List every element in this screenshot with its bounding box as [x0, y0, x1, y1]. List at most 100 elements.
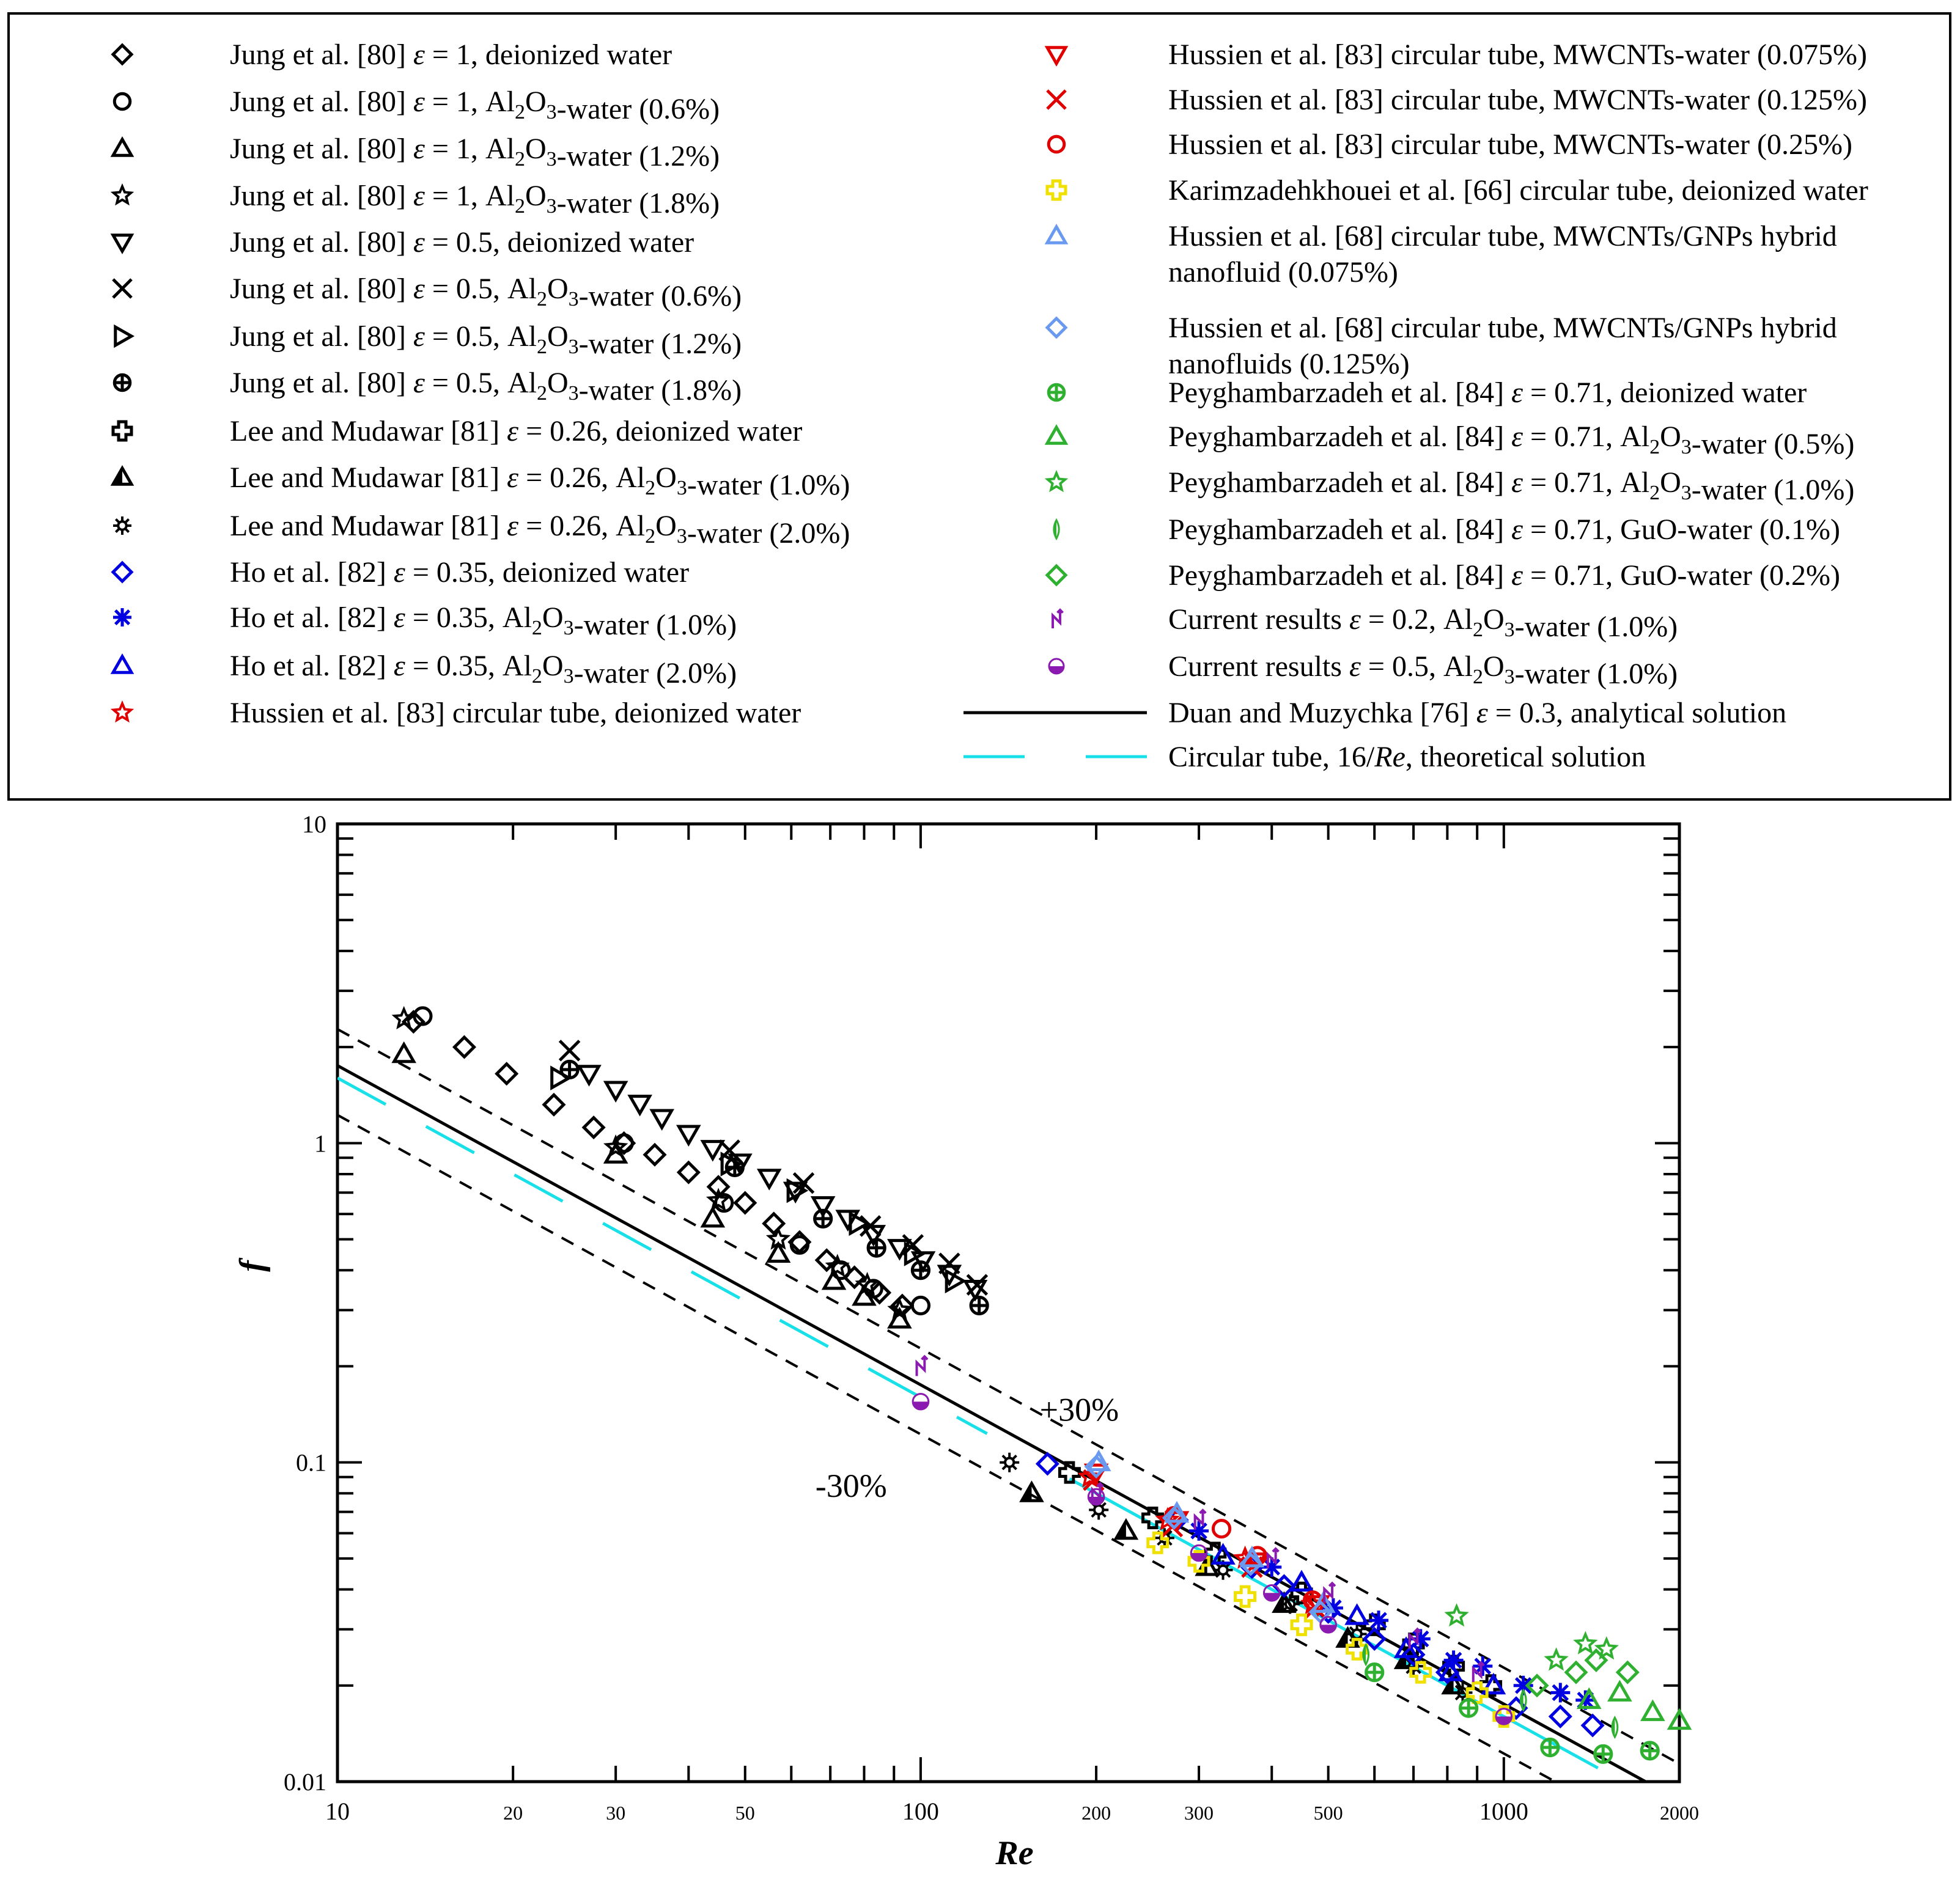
data-point-lee-and-mudawar-81-0-26-deionized-water-0	[1058, 1461, 1081, 1484]
x-axis-label: Re	[995, 1834, 1033, 1870]
legend-marker-left-4	[110, 183, 134, 206]
series-peyghambarzadeh-et-al-84-0-71-guo-water-0-2	[1525, 1648, 1640, 1698]
data-point-current-results-0-5-al-o-water-1-0-3	[1262, 1584, 1281, 1602]
data-point-peyghambarzadeh-et-al-84-0-71-deionized-water-3	[1593, 1744, 1613, 1764]
data-point-jung-et-al-80-1-al-o-water-1-8-0	[391, 1005, 416, 1030]
data-point-peyghambarzadeh-et-al-84-0-71-guo-water-0-1-2	[1611, 1715, 1619, 1739]
legend-marker-left-9	[111, 420, 133, 442]
series-peyghambarzadeh-et-al-84-0-71-guo-water-0-1	[1362, 1643, 1619, 1739]
data-point-lee-and-mudawar-81-0-26-al-o-water-1-0-5	[1393, 1647, 1419, 1669]
data-point-jung-et-al-80-1-deionized-water-10	[762, 1211, 786, 1236]
data-point-ho-et-al-82-0-35-deionized-water-3	[1272, 1574, 1296, 1598]
data-point-jung-et-al-80-1-al-o-water-1-2-3	[765, 1241, 791, 1263]
legend-label-right-6: Hussien et al. [68] circular tube, MWCNT…	[1168, 312, 1837, 344]
legend-label-left-14: Ho et al. [82] ε = 0.35, Al2O3-water (2.…	[230, 650, 737, 689]
data-point-hussien-et-al-68-circular-tube-mwcnts-gnps-hybrid-nanofluid-0-075-1	[1164, 1500, 1190, 1523]
legend-marker-right-13	[1048, 658, 1065, 675]
data-point-peyghambarzadeh-et-al-84-0-71-al-o-water-1-0-0	[1444, 1603, 1469, 1627]
legend-marker-right-2	[1046, 89, 1067, 110]
data-point-jung-et-al-80-0-5-al-o-water-1-2-4	[904, 1241, 926, 1266]
data-point-karimzadehkhouei-et-al-66-circular-tube-deionized-water-3	[1290, 1613, 1313, 1636]
y-axis-label: f	[233, 1257, 271, 1272]
data-point-peyghambarzadeh-et-al-84-0-71-guo-water-0-2-2	[1584, 1648, 1608, 1672]
series-ho-et-al-82-0-35-al-o-water-2-0	[1210, 1543, 1506, 1695]
legend-label-left-1: Jung et al. [80] ε = 1, deionized water	[230, 39, 672, 71]
data-point-jung-et-al-80-0-5-al-o-water-0-6-0	[558, 1040, 581, 1062]
data-point-current-results-0-5-al-o-water-1-0-4	[1319, 1616, 1337, 1634]
x-tick-label: 2000	[1660, 1802, 1699, 1824]
series-current-results-0-5-al-o-water-1-0	[912, 1392, 1513, 1725]
legend-label-right-2: Hussien et al. [83] circular tube, MWCNT…	[1168, 84, 1867, 116]
x-tick-label: 30	[606, 1802, 625, 1824]
data-point-jung-et-al-80-0-5-al-o-water-0-6-2	[792, 1172, 815, 1194]
data-point-hussien-et-al-83-circular-tube-deionized-water-1	[1155, 1507, 1180, 1531]
data-point-ho-et-al-82-0-35-al-o-water-1-0-6	[1473, 1656, 1493, 1677]
data-point-jung-et-al-80-1-al-o-water-1-2-4	[821, 1268, 847, 1290]
x-tick-label: 100	[902, 1798, 939, 1825]
legend-label-right-13: Current results ε = 0.5, Al2O3-water (1.…	[1168, 650, 1678, 690]
data-point-lee-and-mudawar-81-0-26-al-o-water-2-0-0	[1000, 1452, 1020, 1472]
series-jung-et-al-80-0-5-al-o-water-0-6	[558, 1040, 989, 1296]
legend-marker-right-7	[1047, 383, 1066, 402]
legend-label-left-12: Ho et al. [82] ε = 0.35, deionized water	[230, 556, 689, 589]
data-point-peyghambarzadeh-et-al-84-0-71-al-o-water-0-5-2	[1640, 1699, 1665, 1721]
data-point-lee-and-mudawar-81-0-26-al-o-water-1-0-1	[1113, 1518, 1139, 1540]
legend-label-left-8: Jung et al. [80] ε = 0.5, Al2O3-water (1…	[230, 367, 742, 406]
legend-label-left-10: Lee and Mudawar [81] ε = 0.26, Al2O3-wat…	[230, 461, 850, 501]
data-point-ho-et-al-82-0-35-al-o-water-1-0-7	[1513, 1675, 1533, 1695]
series-jung-et-al-80-1-al-o-water-0-6	[413, 1006, 931, 1316]
data-point-jung-et-al-80-1-al-o-water-1-8-4	[825, 1254, 850, 1277]
legend-marker-right-5	[1044, 223, 1069, 244]
y-tick-label: 1	[314, 1130, 326, 1157]
x-tick-label: 500	[1314, 1802, 1343, 1824]
data-point-jung-et-al-80-1-deionized-water-4	[581, 1115, 606, 1140]
data-point-peyghambarzadeh-et-al-84-0-71-deionized-water-4	[1640, 1741, 1660, 1761]
data-point-jung-et-al-80-1-al-o-water-1-8-1	[603, 1134, 628, 1158]
data-point-lee-and-mudawar-81-0-26-al-o-water-2-0-3	[1213, 1560, 1233, 1580]
data-point-peyghambarzadeh-et-al-84-0-71-guo-water-0-1-0	[1362, 1643, 1370, 1667]
legend-label-left-9: Lee and Mudawar [81] ε = 0.26, deionized…	[230, 415, 802, 447]
data-point-jung-et-al-80-0-5-al-o-water-1-8-0	[559, 1059, 580, 1080]
axis-ticks	[336, 824, 1681, 1783]
data-point-karimzadehkhouei-et-al-66-circular-tube-deionized-water-2	[1234, 1585, 1257, 1608]
fit-line-circular-tube-16-re-theoretical-solution	[337, 1076, 988, 1435]
data-point-ho-et-al-82-0-35-al-o-water-1-0-8	[1550, 1683, 1571, 1703]
data-point-jung-et-al-80-1-al-o-water-1-2-2	[700, 1205, 726, 1228]
data-point-ho-et-al-82-0-35-deionized-water-10	[1580, 1713, 1605, 1738]
data-point-ho-et-al-82-0-35-al-o-water-1-0-2	[1323, 1598, 1343, 1618]
legend-label-right-7: Peyghambarzadeh et al. [84] ε = 0.71, de…	[1168, 377, 1807, 409]
legend-marker-left-7	[114, 324, 135, 348]
legend-marker-left-5	[110, 233, 134, 255]
data-point-jung-et-al-80-1-deionized-water-0	[401, 1010, 426, 1034]
data-point-ho-et-al-82-0-35-deionized-water-0	[1035, 1452, 1059, 1476]
data-point-karimzadehkhouei-et-al-66-circular-tube-deionized-water-4	[1346, 1637, 1369, 1661]
data-point-jung-et-al-80-1-al-o-water-0-6-3	[789, 1235, 809, 1255]
data-point-jung-et-al-80-0-5-deionized-water-2	[627, 1095, 652, 1117]
legend-marker-left-10	[110, 465, 134, 486]
data-point-lee-and-mudawar-81-0-26-al-o-water-2-0-4	[1280, 1594, 1300, 1614]
legend-label-right-14: Duan and Muzychka [76] ε = 0.3, analytic…	[1168, 697, 1786, 729]
data-point-current-results-0-2-al-o-water-1-0-4	[1323, 1581, 1336, 1603]
data-point-jung-et-al-80-1-deionized-water-6	[643, 1142, 667, 1167]
data-point-peyghambarzadeh-et-al-84-0-71-deionized-water-1	[1459, 1698, 1479, 1718]
legend-marker-left-15	[110, 700, 134, 723]
legend-label-right-5: Hussien et al. [68] circular tube, MWCNT…	[1168, 220, 1837, 252]
data-point-jung-et-al-80-0-5-al-o-water-1-8-4	[910, 1260, 931, 1280]
series-jung-et-al-80-0-5-al-o-water-1-8	[559, 1059, 989, 1316]
data-point-peyghambarzadeh-et-al-84-0-71-guo-water-0-2-3	[1615, 1660, 1640, 1684]
legend-box: Jung et al. [80] ε = 1, deionized water J…	[7, 12, 1951, 801]
data-point-jung-et-al-80-1-al-o-water-0-6-6	[910, 1295, 931, 1316]
legend-label-right-3: Hussien et al. [83] circular tube, MWCNT…	[1168, 128, 1852, 161]
series-current-results-0-2-al-o-water-1-0	[915, 1354, 1485, 1683]
data-point-jung-et-al-80-0-5-al-o-water-0-6-5	[938, 1252, 960, 1274]
data-point-jung-et-al-80-0-5-deionized-water-4	[676, 1125, 701, 1147]
data-point-hussien-et-al-68-circular-tube-mwcnts-gnps-hybrid-nanofluids-0-125-0	[1084, 1455, 1108, 1479]
legend-label-left-6: Jung et al. [80] ε = 0.5, Al2O3-water (0…	[230, 273, 742, 312]
x-tick-label: 20	[503, 1802, 523, 1824]
data-point-jung-et-al-80-1-deionized-water-7	[676, 1160, 701, 1185]
legend-marker-left-14	[110, 653, 134, 674]
legend-marker-right-4	[1045, 179, 1067, 201]
data-point-ho-et-al-82-0-35-al-o-water-1-0-9	[1575, 1690, 1596, 1710]
data-point-jung-et-al-80-1-al-o-water-1-8-6	[887, 1297, 912, 1321]
data-point-ho-et-al-82-0-35-al-o-water-2-0-5	[1481, 1672, 1506, 1695]
